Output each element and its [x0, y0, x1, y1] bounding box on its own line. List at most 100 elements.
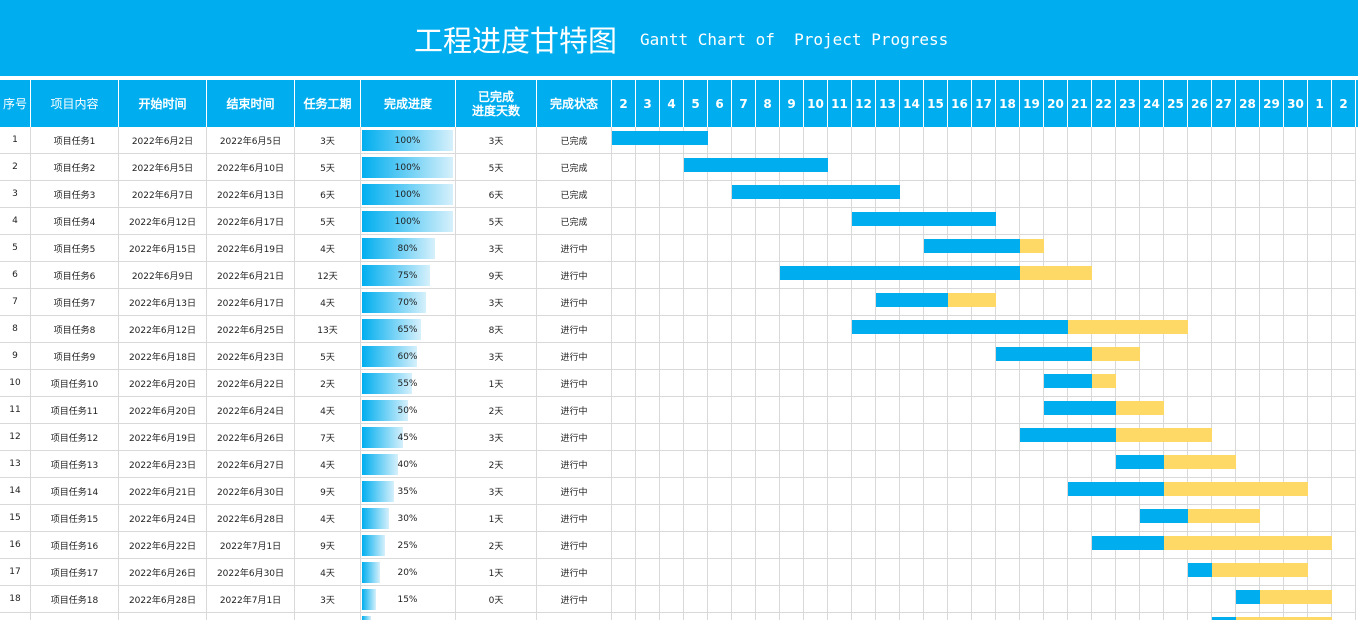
day-header[interactable]: 9 [780, 80, 804, 127]
table-row[interactable]: 2 项目任务2 2022年6月5日 2022年6月10日 5天 100% 5天 已完成 [0, 154, 1358, 181]
day-header[interactable]: 24 [1140, 80, 1164, 127]
gantt-bar-remaining[interactable] [1020, 266, 1092, 280]
gantt-bar-remaining[interactable] [1164, 536, 1332, 550]
gantt-bar-remaining[interactable] [1260, 590, 1332, 604]
gantt-bar-done[interactable] [684, 158, 828, 172]
table-row[interactable] [0, 613, 1358, 620]
day-header[interactable]: 6 [708, 80, 732, 127]
day-header[interactable]: 16 [948, 80, 972, 127]
start-date-cell: 2022年6月21日 [119, 478, 207, 505]
day-header[interactable]: 5 [684, 80, 708, 127]
gantt-bar-done[interactable] [876, 293, 948, 307]
table-row[interactable]: 17 项目任务17 2022年6月26日 2022年6月30日 4天 20% 1天 进行中 [0, 559, 1358, 586]
gantt-grid-cell [1284, 181, 1308, 208]
gantt-bar-done[interactable] [1068, 482, 1164, 496]
header-progress[interactable]: 完成进度 [361, 80, 456, 127]
gantt-bar-done[interactable] [1020, 428, 1116, 442]
table-row[interactable]: 8 项目任务8 2022年6月12日 2022年6月25日 13天 65% 8天 进行中 [0, 316, 1358, 343]
header-seq[interactable]: 序号 [0, 80, 31, 127]
day-header[interactable]: 13 [876, 80, 900, 127]
gantt-bar-remaining[interactable] [1164, 482, 1308, 496]
day-header[interactable]: 7 [732, 80, 756, 127]
day-header[interactable]: 27 [1212, 80, 1236, 127]
table-row[interactable]: 10 项目任务10 2022年6月20日 2022年6月22日 2天 55% 1天 进行中 [0, 370, 1358, 397]
table-row[interactable]: 12 项目任务12 2022年6月19日 2022年6月26日 7天 45% 3天 进行中 [0, 424, 1358, 451]
gantt-bar-remaining[interactable] [1236, 617, 1332, 620]
day-header[interactable]: 2 [1332, 80, 1356, 127]
gantt-grid-cell [852, 559, 876, 586]
table-row[interactable]: 1 项目任务1 2022年6月2日 2022年6月5日 3天 100% 3天 已完成 [0, 127, 1358, 154]
gantt-bar-remaining[interactable] [1092, 347, 1140, 361]
header-status[interactable]: 完成状态 [537, 80, 612, 127]
table-row[interactable]: 3 项目任务3 2022年6月7日 2022年6月13日 6天 100% 6天 已完成 [0, 181, 1358, 208]
gantt-bar-done[interactable] [1188, 563, 1212, 577]
table-row[interactable]: 7 项目任务7 2022年6月13日 2022年6月17日 4天 70% 3天 进行中 [0, 289, 1358, 316]
gantt-bar-done[interactable] [852, 212, 996, 226]
day-header[interactable]: 26 [1188, 80, 1212, 127]
table-row[interactable]: 9 项目任务9 2022年6月18日 2022年6月23日 5天 60% 3天 进行中 [0, 343, 1358, 370]
day-header[interactable]: 10 [804, 80, 828, 127]
gantt-bar-done[interactable] [612, 131, 708, 145]
gantt-bar-done[interactable] [1212, 617, 1236, 620]
day-header[interactable]: 29 [1260, 80, 1284, 127]
table-row[interactable]: 11 项目任务11 2022年6月20日 2022年6月24日 4天 50% 2天 进行中 [0, 397, 1358, 424]
gantt-bar-done[interactable] [852, 320, 1068, 334]
gantt-bar-done[interactable] [1044, 401, 1116, 415]
header-name[interactable]: 项目内容 [31, 80, 119, 127]
day-header[interactable]: 30 [1284, 80, 1308, 127]
day-header[interactable]: 20 [1044, 80, 1068, 127]
table-row[interactable]: 14 项目任务14 2022年6月21日 2022年6月30日 9天 35% 3天 进行中 [0, 478, 1358, 505]
table-row[interactable]: 15 项目任务15 2022年6月24日 2022年6月28日 4天 30% 1天 进行中 [0, 505, 1358, 532]
day-header[interactable]: 21 [1068, 80, 1092, 127]
day-header[interactable]: 28 [1236, 80, 1260, 127]
gantt-bar-done[interactable] [1236, 590, 1260, 604]
gantt-bar-remaining[interactable] [1068, 320, 1188, 334]
gantt-bar-remaining[interactable] [1092, 374, 1116, 388]
gantt-bar-remaining[interactable] [1164, 455, 1236, 469]
day-header[interactable]: 15 [924, 80, 948, 127]
header-end[interactable]: 结束时间 [207, 80, 295, 127]
gantt-bar-done[interactable] [1116, 455, 1164, 469]
gantt-bar-remaining[interactable] [1020, 239, 1044, 253]
day-header[interactable]: 1 [1308, 80, 1332, 127]
day-header[interactable]: 22 [1092, 80, 1116, 127]
day-header[interactable]: 23 [1116, 80, 1140, 127]
gantt-bar-done[interactable] [996, 347, 1092, 361]
table-row[interactable]: 6 项目任务6 2022年6月9日 2022年6月21日 12天 75% 9天 进行中 [0, 262, 1358, 289]
day-header[interactable]: 8 [756, 80, 780, 127]
day-header[interactable]: 3 [636, 80, 660, 127]
day-header[interactable]: 17 [972, 80, 996, 127]
header-done-days[interactable]: 已完成 进度天数 [456, 80, 537, 127]
gantt-bar-done[interactable] [732, 185, 900, 199]
table-row[interactable]: 18 项目任务18 2022年6月28日 2022年7月1日 3天 15% 0天 进行中 [0, 586, 1358, 613]
day-header[interactable]: 14 [900, 80, 924, 127]
gantt-bar-done[interactable] [1092, 536, 1164, 550]
table-row[interactable]: 5 项目任务5 2022年6月15日 2022年6月19日 4天 80% 3天 进行中 [0, 235, 1358, 262]
gantt-grid-cell [1332, 424, 1356, 451]
day-header[interactable]: 2 [612, 80, 636, 127]
gantt-bar-done[interactable] [1044, 374, 1092, 388]
gantt-bar-done[interactable] [780, 266, 1020, 280]
header-start[interactable]: 开始时间 [119, 80, 207, 127]
gantt-bar-remaining[interactable] [1212, 563, 1308, 577]
duration-cell: 4天 [295, 451, 361, 478]
gantt-bar-done[interactable] [924, 239, 1020, 253]
day-header[interactable]: 18 [996, 80, 1020, 127]
gantt-grid-cell [996, 559, 1020, 586]
gantt-bar-done[interactable] [1140, 509, 1188, 523]
table-row[interactable]: 16 项目任务16 2022年6月22日 2022年7月1日 9天 25% 2天 进行中 [0, 532, 1358, 559]
day-header[interactable]: 11 [828, 80, 852, 127]
gantt-bar-remaining[interactable] [1116, 428, 1212, 442]
gantt-bar-remaining[interactable] [1188, 509, 1260, 523]
gantt-bar-remaining[interactable] [948, 293, 996, 307]
table-row[interactable]: 13 项目任务13 2022年6月23日 2022年6月27日 4天 40% 2天 进行中 [0, 451, 1358, 478]
progress-bar [362, 535, 385, 556]
day-header[interactable]: 25 [1164, 80, 1188, 127]
day-header[interactable]: 19 [1020, 80, 1044, 127]
day-header[interactable]: 12 [852, 80, 876, 127]
day-header[interactable]: 4 [660, 80, 684, 127]
gantt-bar-remaining[interactable] [1116, 401, 1164, 415]
done-days-cell: 2天 [456, 397, 537, 424]
table-row[interactable]: 4 项目任务4 2022年6月12日 2022年6月17日 5天 100% 5天 已完成 [0, 208, 1358, 235]
header-duration[interactable]: 任务工期 [295, 80, 361, 127]
